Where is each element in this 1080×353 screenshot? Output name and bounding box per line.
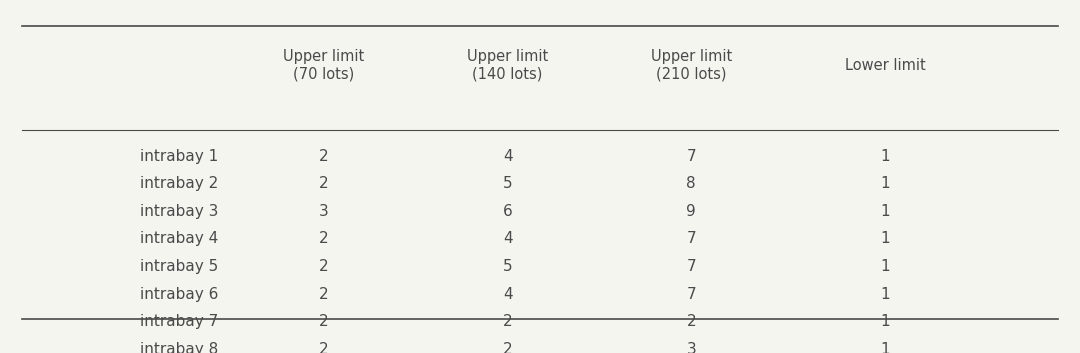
Text: 1: 1 (881, 315, 890, 329)
Text: intrabay 6: intrabay 6 (140, 287, 219, 302)
Text: 3: 3 (319, 204, 329, 219)
Text: Upper limit
(210 lots): Upper limit (210 lots) (650, 49, 732, 81)
Text: intrabay 8: intrabay 8 (140, 342, 218, 353)
Text: intrabay 4: intrabay 4 (140, 232, 218, 246)
Text: 7: 7 (687, 259, 696, 274)
Text: 8: 8 (687, 176, 696, 191)
Text: 2: 2 (320, 259, 328, 274)
Text: 7: 7 (687, 287, 696, 302)
Text: 2: 2 (503, 342, 512, 353)
Text: 1: 1 (881, 232, 890, 246)
Text: 3: 3 (686, 342, 697, 353)
Text: 2: 2 (503, 315, 512, 329)
Text: 2: 2 (320, 176, 328, 191)
Text: 1: 1 (881, 287, 890, 302)
Text: 4: 4 (503, 232, 512, 246)
Text: 4: 4 (503, 149, 512, 163)
Text: 2: 2 (320, 149, 328, 163)
Text: 2: 2 (687, 315, 696, 329)
Text: 5: 5 (503, 259, 512, 274)
Text: 1: 1 (881, 204, 890, 219)
Text: 2: 2 (320, 342, 328, 353)
Text: 1: 1 (881, 259, 890, 274)
Text: Upper limit
(70 lots): Upper limit (70 lots) (283, 49, 365, 81)
Text: 2: 2 (320, 287, 328, 302)
Text: intrabay 7: intrabay 7 (140, 315, 218, 329)
Text: intrabay 3: intrabay 3 (140, 204, 219, 219)
Text: 4: 4 (503, 287, 512, 302)
Text: Lower limit: Lower limit (846, 58, 926, 72)
Text: 2: 2 (320, 315, 328, 329)
Text: 9: 9 (686, 204, 697, 219)
Text: 1: 1 (881, 176, 890, 191)
Text: 5: 5 (503, 176, 512, 191)
Text: 2: 2 (320, 232, 328, 246)
Text: 6: 6 (502, 204, 513, 219)
Text: 7: 7 (687, 232, 696, 246)
Text: intrabay 1: intrabay 1 (140, 149, 218, 163)
Text: Upper limit
(140 lots): Upper limit (140 lots) (467, 49, 549, 81)
Text: intrabay 5: intrabay 5 (140, 259, 218, 274)
Text: 7: 7 (687, 149, 696, 163)
Text: 1: 1 (881, 342, 890, 353)
Text: 1: 1 (881, 149, 890, 163)
Text: intrabay 2: intrabay 2 (140, 176, 218, 191)
